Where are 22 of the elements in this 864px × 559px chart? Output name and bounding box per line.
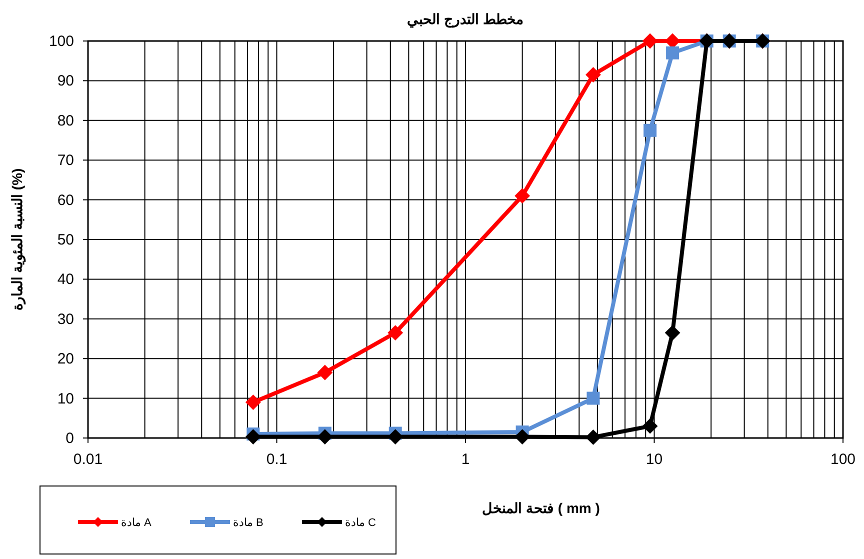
x-tick-label: 100 [830, 451, 856, 468]
legend-label: مادة B [233, 517, 264, 529]
legend-label: مادة C [345, 517, 376, 529]
x-tick-label: 10 [646, 451, 663, 468]
x-tick-label: 0.1 [266, 451, 288, 468]
chart-title: مخطط التدرج الحبي [407, 11, 524, 28]
y-tick-label: 50 [57, 232, 74, 248]
y-tick-label: 40 [57, 271, 74, 288]
x-tick-label: 1 [461, 451, 470, 468]
legend-label: مادة A [121, 517, 152, 529]
y-tick-label: 10 [57, 390, 74, 408]
y-tick-label: 0 [66, 430, 74, 447]
y-tick-label: 100 [48, 33, 74, 50]
x-tick-label: 0.01 [73, 451, 103, 468]
y-tick-label: 20 [57, 350, 74, 368]
y-tick-label: 90 [57, 72, 74, 90]
y-axis-title: النسبة المئوية المارة (%) [9, 168, 26, 311]
y-tick-label: 80 [57, 112, 74, 130]
y-tick-label: 30 [57, 310, 74, 328]
x-axis-title: فتحة المنخل ( mm ) [482, 500, 600, 516]
y-tick-label: 70 [57, 152, 74, 170]
y-tick-label: 60 [57, 192, 74, 209]
